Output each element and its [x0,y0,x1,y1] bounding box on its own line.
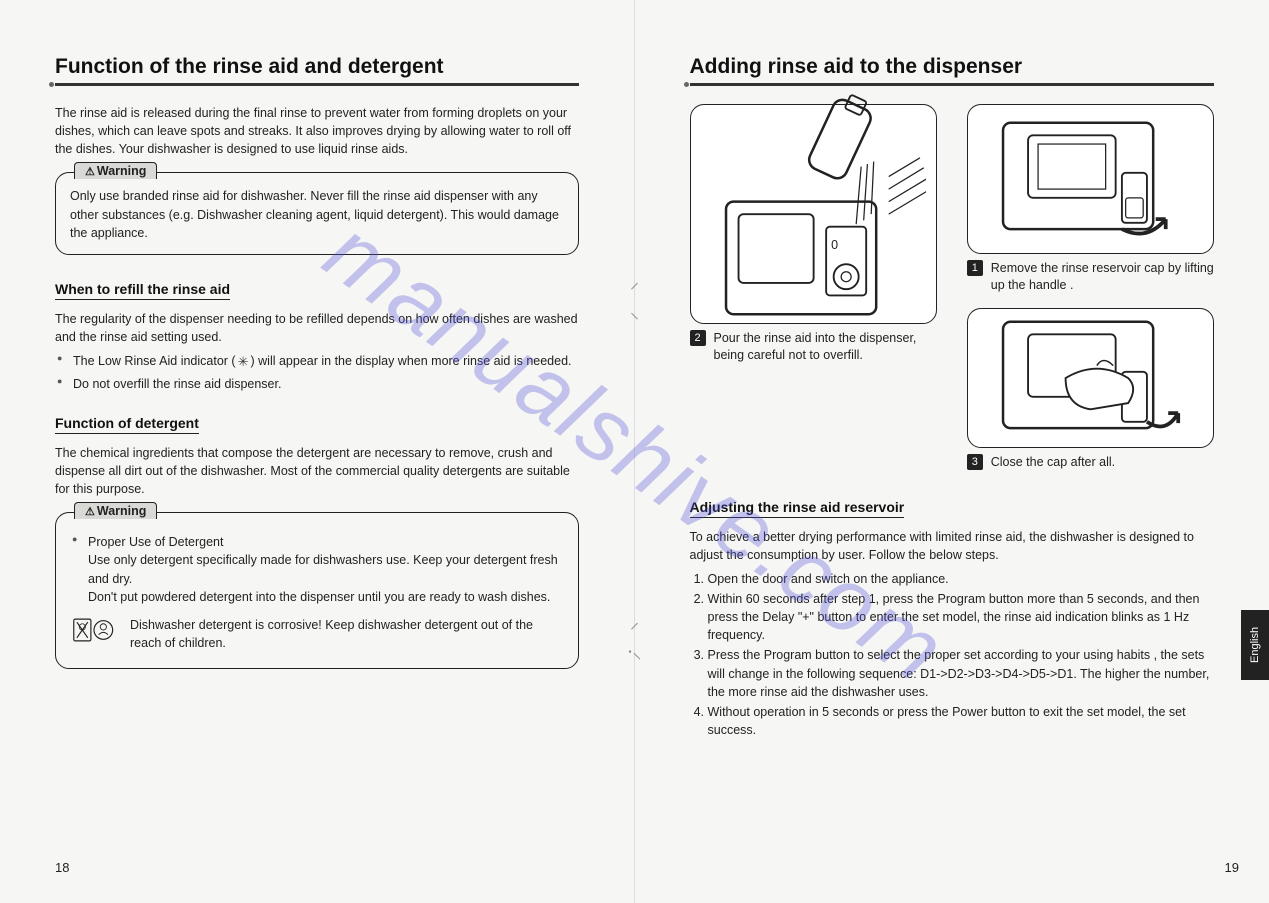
spine-mark: ⸱⸜ [628,640,642,664]
corrosive-row: Dishwasher detergent is corrosive! Keep … [70,616,564,652]
ordered-steps: Open the door and switch on the applianc… [690,570,1215,739]
warning-label: Warning [97,504,147,518]
warning-box-detergent: ⚠Warning Proper Use of Detergent Use onl… [55,512,579,669]
subsection-when-refill: When to refill the rinse aid The regular… [55,273,579,393]
manual-spread: Function of the rinse aid and detergent … [0,0,1269,903]
page-number: 18 [55,860,69,875]
warning-body: Only use branded rinse aid for dishwashe… [70,187,564,241]
subsection-intro: The regularity of the dispenser needing … [55,310,579,346]
figure-frame [967,104,1214,254]
figure-step-3: 3 Close the cap after all. [967,308,1214,471]
spine-mark: ⸝ [630,270,639,294]
page-18: Function of the rinse aid and detergent … [0,0,635,903]
warning-box-rinse-aid: ⚠Warning Only use branded rinse aid for … [55,172,579,254]
dispenser-close-cap-illustration [978,303,1203,453]
svg-text:0: 0 [831,238,838,252]
warning-triangle-icon: ⚠ [85,166,95,178]
figure-grid: 1 Remove the rinse reservoir cap by lift… [690,104,1215,471]
warning-triangle-icon: ⚠ [85,506,95,518]
spine-mark: ⸝ [630,610,639,634]
bullet-line: Don't put powdered detergent into the di… [88,590,550,604]
figure-step-1: 1 Remove the rinse reservoir cap by lift… [967,104,1214,294]
figure-frame [967,308,1214,448]
page-title-left: Function of the rinse aid and detergent [55,55,579,79]
language-tab: English [1241,610,1269,680]
page-number: 19 [1225,860,1239,875]
rinse-aid-indicator-icon: ✳ [238,354,249,369]
title-underline [690,83,1215,86]
figure-frame: 0 [690,104,937,324]
caption-text: Pour the rinse aid into the dispenser, b… [714,330,937,364]
step-item: Within 60 seconds after step 1, press th… [708,590,1215,644]
corrosive-keep-away-icon [70,616,118,644]
page-title-right: Adding rinse aid to the dispenser [690,55,1215,79]
figure-caption: 3 Close the cap after all. [967,454,1214,471]
caption-text: Close the cap after all. [991,454,1115,471]
corrosive-text: Dishwasher detergent is corrosive! Keep … [130,616,564,652]
bullet-item: Proper Use of Detergent Use only deterge… [70,533,564,606]
step-item: Without operation in 5 seconds or press … [708,703,1215,739]
figure-caption: 1 Remove the rinse reservoir cap by lift… [967,260,1214,294]
bullet-line: Use only detergent specifically made for… [88,553,558,585]
subsection-intro: To achieve a better drying performance w… [690,528,1215,564]
bullet-item: Do not overfill the rinse aid dispenser. [55,375,579,393]
bullet-item: The Low Rinse Aid indicator (✳) will app… [55,352,579,371]
caption-text: Remove the rinse reservoir cap by liftin… [991,260,1214,294]
page-19: Adding rinse aid to the dispenser [635,0,1269,903]
subsection-body: The chemical ingredients that compose th… [55,444,579,498]
bullet-text-post: ) will appear in the display when more r… [251,354,572,368]
step-badge: 2 [690,330,706,346]
step-item: Open the door and switch on the applianc… [708,570,1215,588]
bullet-heading: Proper Use of Detergent [88,535,224,549]
warning-label: Warning [97,164,147,178]
subsection-title: Adjusting the rinse aid reservoir [690,499,905,518]
subsection-title: Function of detergent [55,415,199,434]
dispenser-open-cap-illustration [978,104,1203,254]
warning-tab: ⚠Warning [74,162,157,179]
bullet-list: Proper Use of Detergent Use only deterge… [70,533,564,606]
intro-paragraph: The rinse aid is released during the fin… [55,104,579,158]
subsection-detergent: Function of detergent The chemical ingre… [55,407,579,498]
spine-mark: ⸜ [630,300,639,324]
figure-caption: 2 Pour the rinse aid into the dispenser,… [690,330,937,364]
step-item: Press the Program button to select the p… [708,646,1215,700]
bullet-list: The Low Rinse Aid indicator (✳) will app… [55,352,579,393]
step-badge: 3 [967,454,983,470]
subsection-title: When to refill the rinse aid [55,281,230,300]
warning-tab: ⚠Warning [74,502,157,519]
figure-step-2: 0 2 Pour the rinse aid into the dispense… [690,104,937,471]
bullet-text-pre: The Low Rinse Aid indicator ( [73,354,236,368]
title-underline [55,83,579,86]
dispenser-pour-illustration: 0 [701,89,926,339]
subsection-adjust-reservoir: Adjusting the rinse aid reservoir To ach… [690,491,1215,739]
step-badge: 1 [967,260,983,276]
